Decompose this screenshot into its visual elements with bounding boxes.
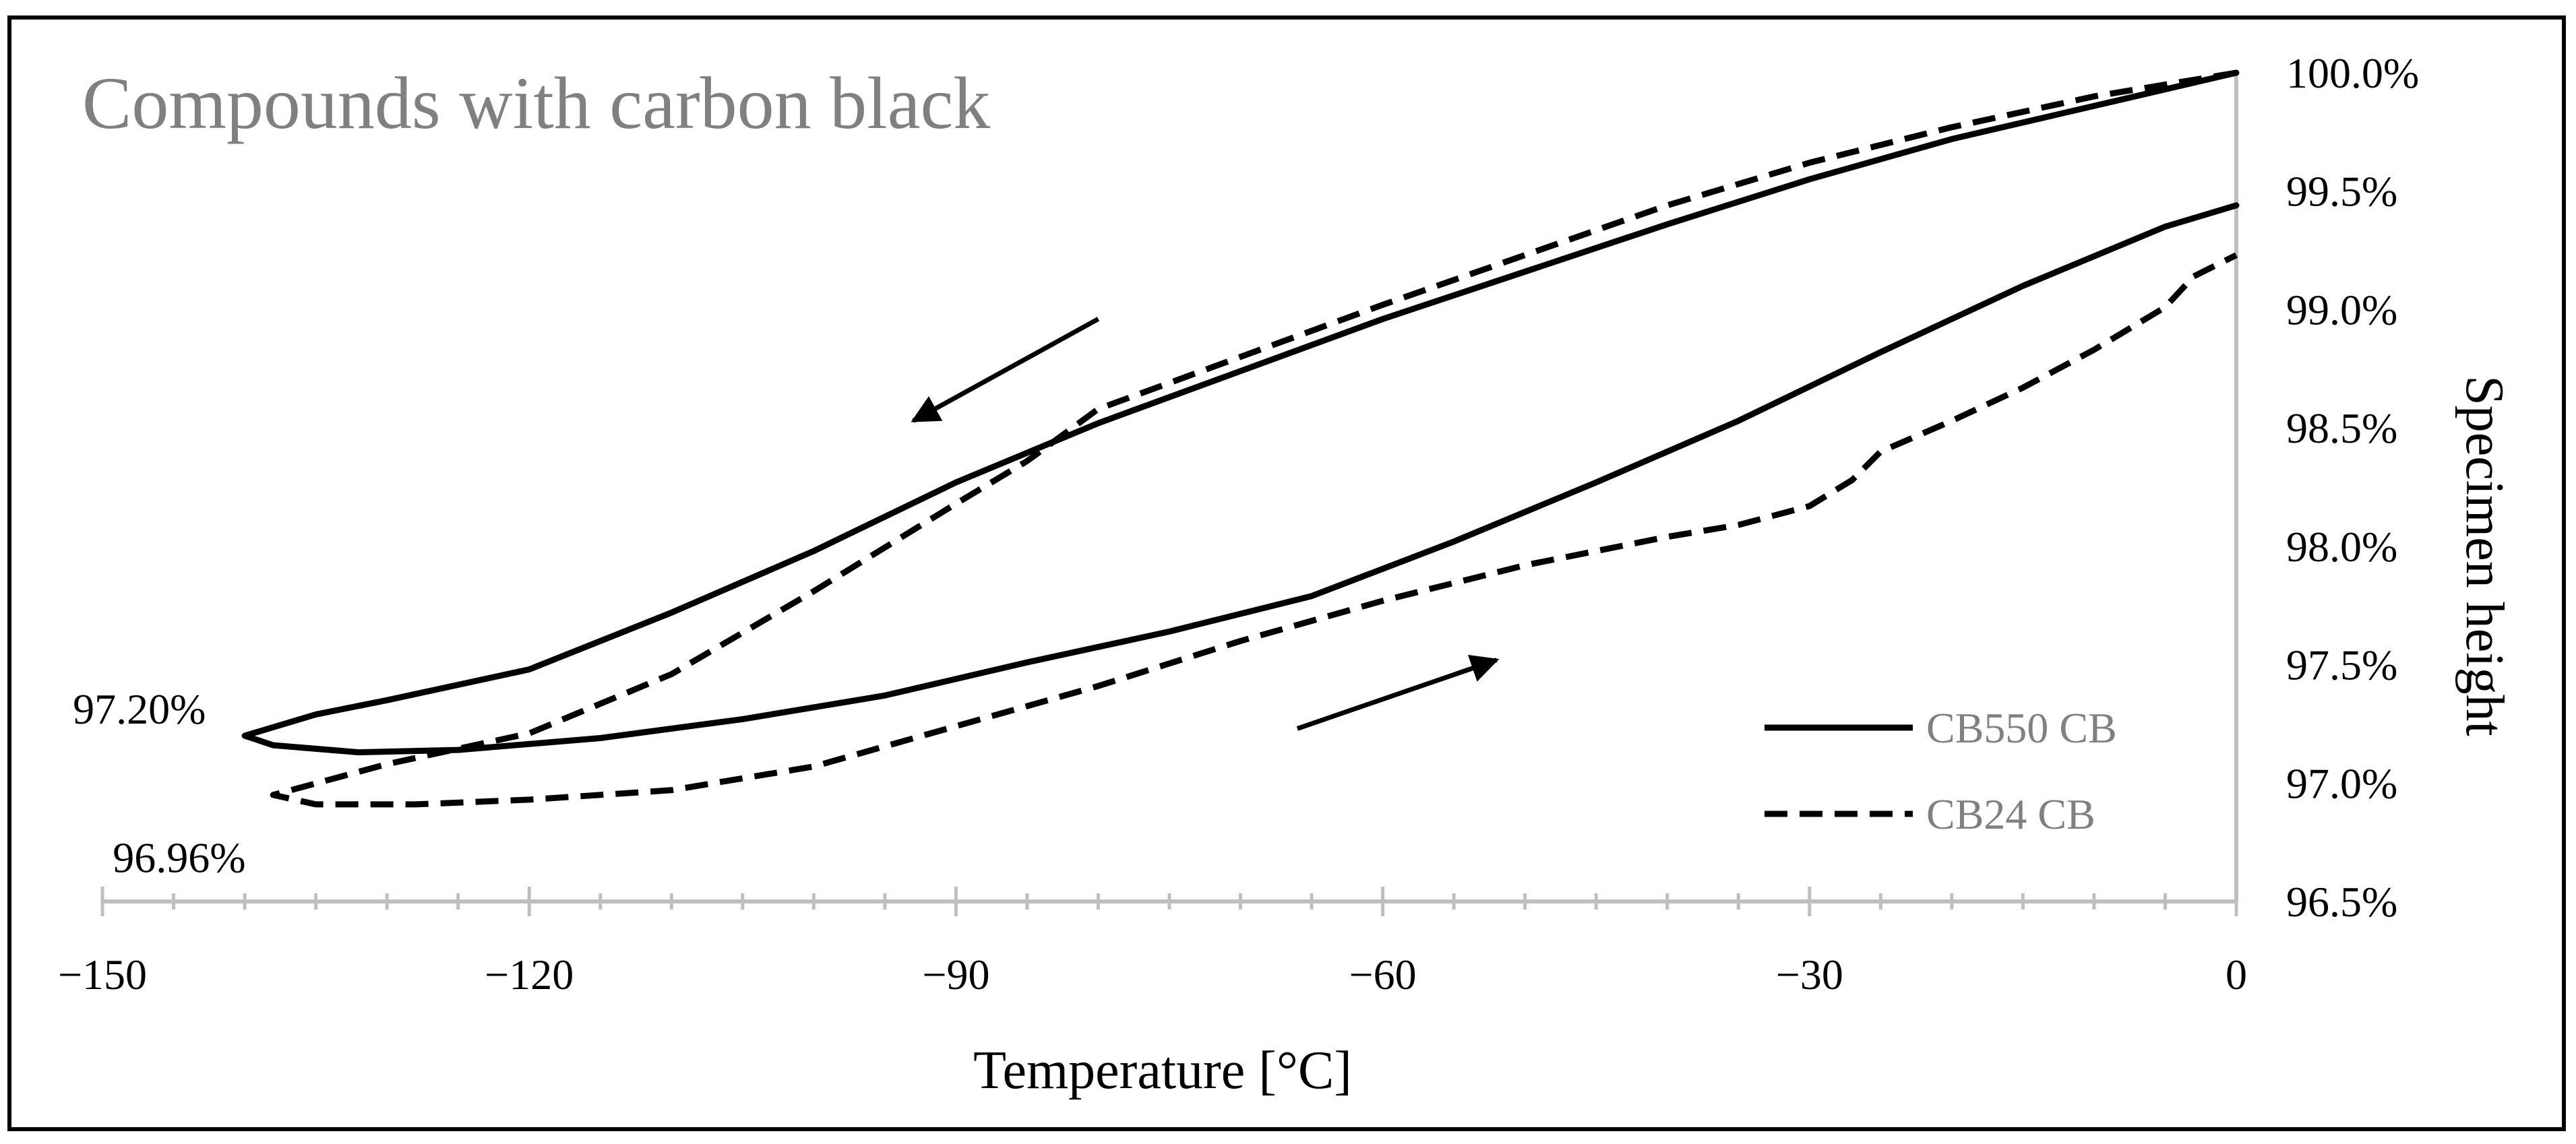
y-tick-label: 96.5%: [2286, 878, 2397, 926]
y-axis-title: Specimen height: [2455, 375, 2514, 736]
arrow-layer: [911, 317, 1500, 731]
x-axis-title: Temperature [°C]: [973, 1041, 1352, 1100]
chart-frame: [7, 15, 2566, 1131]
legend-label-cb550: CB550 CB: [1926, 704, 2117, 752]
y-tick-label: 99.5%: [2286, 168, 2397, 216]
x-axis: −150 −120 −90 −60 −30 0: [58, 887, 2247, 998]
heating-arrow: [1296, 655, 1500, 731]
y-axis: 96.5% 97.0% 97.5% 98.0% 98.5% 99.0% 99.5% 100.0…: [2234, 49, 2419, 926]
y-tick-label: 99.0%: [2286, 286, 2397, 333]
cooling-arrow: [911, 317, 1100, 423]
x-tick-label: −150: [58, 951, 147, 998]
x-tick-label: −90: [922, 951, 989, 998]
y-tick-label: 98.0%: [2286, 523, 2397, 571]
legend: CB550 CB CB24 CB: [1765, 704, 2117, 838]
y-tick-label: 98.5%: [2286, 404, 2397, 452]
series-line-cb24: [270, 69, 2238, 808]
series-line-cb550: [241, 69, 2240, 756]
x-tick-label: −30: [1776, 951, 1843, 998]
annotation-min-cb24: 96.96%: [113, 833, 245, 881]
series-layer: [241, 69, 2240, 808]
y-tick-label: 100.0%: [2286, 49, 2419, 97]
y-tick-label: 97.0%: [2286, 759, 2397, 807]
x-tick-label: −60: [1349, 951, 1417, 998]
chart-title: Compounds with carbon black: [82, 62, 990, 144]
annotation-min-cb550: 97.20%: [73, 685, 206, 733]
x-tick-label: 0: [2226, 951, 2247, 998]
x-tick-label: −120: [485, 951, 574, 998]
annotation-layer: 97.20% 96.96%: [73, 685, 246, 881]
y-tick-label: 97.5%: [2286, 641, 2397, 689]
legend-label-cb24: CB24 CB: [1926, 790, 2095, 838]
